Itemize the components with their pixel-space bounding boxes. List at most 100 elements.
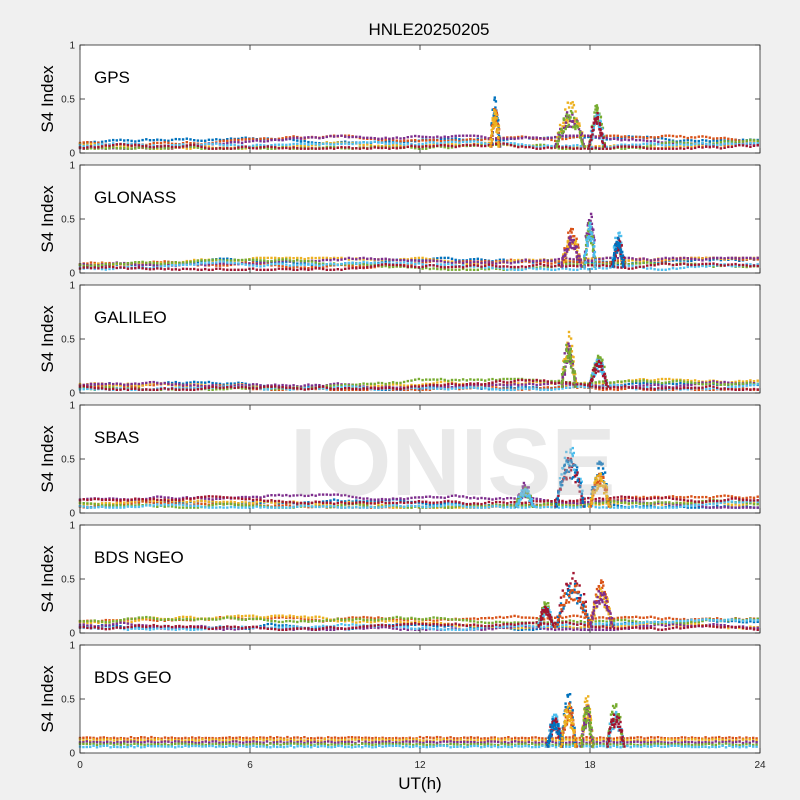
data-point	[174, 264, 177, 267]
data-point	[274, 259, 277, 262]
data-point	[574, 385, 577, 388]
data-point	[690, 387, 693, 390]
data-point	[303, 266, 306, 269]
data-point	[638, 143, 642, 146]
data-point	[542, 144, 546, 148]
data-point	[671, 382, 675, 386]
data-point	[752, 257, 756, 260]
data-point	[476, 142, 479, 145]
data-point	[569, 102, 573, 105]
data-point	[218, 257, 222, 260]
data-point	[181, 501, 185, 504]
data-point	[716, 139, 719, 143]
data-point	[572, 373, 575, 376]
data-point	[572, 355, 575, 359]
data-point	[314, 260, 317, 263]
data-point	[244, 502, 247, 505]
data-point	[200, 147, 203, 150]
data-point	[679, 139, 682, 143]
data-point	[566, 355, 569, 358]
data-point	[542, 138, 546, 141]
data-point	[623, 145, 627, 148]
data-point	[620, 384, 623, 388]
data-point	[156, 264, 159, 267]
data-point	[362, 256, 365, 260]
data-point	[244, 138, 247, 141]
data-point	[638, 147, 642, 150]
data-point	[566, 360, 569, 363]
data-point	[152, 139, 155, 142]
data-point	[428, 388, 432, 391]
data-point	[546, 388, 549, 391]
data-point	[738, 379, 741, 383]
data-point	[126, 262, 130, 265]
data-point	[686, 146, 689, 150]
data-point	[428, 136, 432, 139]
data-point	[86, 264, 89, 268]
data-point	[606, 385, 610, 388]
data-point	[218, 140, 222, 143]
data-point	[587, 268, 590, 271]
data-point	[605, 264, 608, 268]
data-point	[395, 136, 398, 139]
data-point	[432, 264, 435, 267]
data-point	[421, 378, 424, 382]
data-point	[303, 139, 306, 143]
data-point	[332, 145, 336, 149]
data-point	[616, 388, 619, 391]
data-point	[251, 264, 255, 267]
data-point	[727, 263, 730, 266]
data-point	[112, 262, 115, 266]
data-point	[495, 121, 498, 125]
data-point	[454, 385, 457, 388]
data-point	[524, 136, 527, 139]
data-point	[727, 137, 730, 140]
data-point	[450, 381, 454, 384]
data-point	[657, 258, 660, 261]
data-point	[388, 144, 391, 148]
data-point	[141, 143, 144, 147]
data-point	[613, 252, 616, 255]
data-point	[531, 383, 535, 386]
data-point	[211, 258, 214, 261]
data-point	[531, 146, 535, 149]
data-point	[465, 260, 468, 264]
data-point	[623, 380, 627, 383]
data-point	[741, 256, 745, 260]
data-point	[550, 136, 553, 139]
data-point	[277, 384, 281, 387]
data-point	[189, 381, 192, 384]
data-point	[351, 147, 354, 150]
data-point	[589, 136, 593, 139]
data-point	[366, 257, 369, 260]
data-point	[108, 386, 111, 389]
data-point	[556, 136, 559, 139]
data-point	[299, 137, 303, 140]
data-point	[414, 262, 417, 266]
data-point	[588, 381, 592, 385]
data-point	[112, 138, 115, 142]
data-point	[303, 259, 306, 263]
data-point	[240, 138, 244, 141]
data-point	[204, 139, 207, 142]
data-point	[664, 147, 667, 150]
data-point	[531, 381, 535, 384]
data-point	[506, 142, 509, 146]
data-point	[215, 267, 218, 270]
data-point	[756, 139, 759, 142]
data-point	[509, 386, 513, 389]
data-point	[491, 383, 494, 386]
data-point	[621, 254, 625, 258]
data-point	[578, 130, 582, 133]
data-point	[329, 387, 332, 390]
data-point	[679, 259, 682, 262]
data-point	[112, 146, 115, 149]
data-point	[487, 378, 491, 381]
data-point	[458, 383, 461, 387]
data-point	[752, 140, 756, 143]
data-point	[686, 257, 689, 260]
data-point	[226, 257, 229, 260]
data-point	[498, 258, 502, 261]
data-point	[100, 142, 104, 146]
